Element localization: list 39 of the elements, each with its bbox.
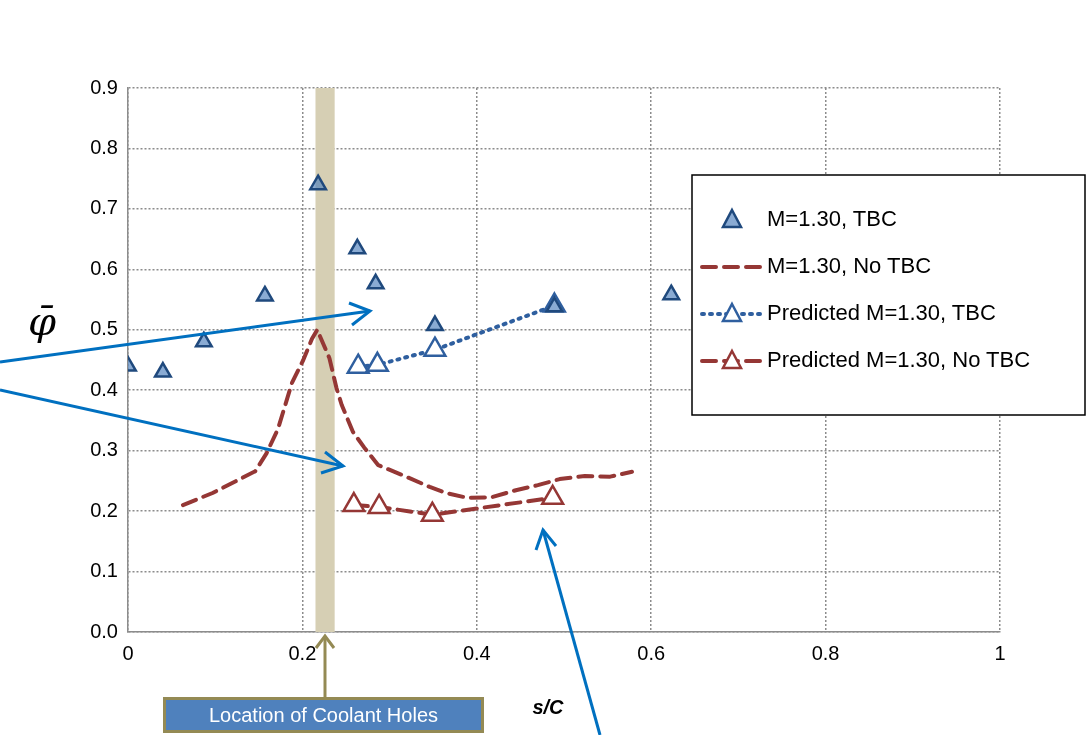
- x-tick-label: 0: [122, 641, 134, 664]
- point: [255, 285, 274, 302]
- y-axis-title: φ̄: [27, 298, 57, 345]
- point: [342, 491, 366, 513]
- legend-label: M=1.30, TBC: [767, 206, 897, 232]
- point: [194, 331, 213, 348]
- band-label: Location of Coolant Holes: [163, 697, 484, 733]
- point: [309, 174, 328, 191]
- x-tick-label: 1: [994, 641, 1006, 664]
- legend-label: M=1.30, No TBC: [767, 253, 932, 279]
- x-tick-label: 0.2: [288, 641, 317, 664]
- point: [423, 336, 447, 357]
- x-tick-label: 0.6: [637, 641, 666, 664]
- y-tick-label: 0.4: [90, 377, 118, 400]
- y-tick-label: 0.0: [90, 619, 118, 642]
- line-series: [180, 327, 635, 508]
- point: [365, 351, 390, 373]
- y-tick-label: 0.9: [90, 75, 118, 98]
- point: [662, 284, 681, 301]
- y-tick-label: 0.2: [90, 498, 118, 521]
- y-tick-label: 0.8: [90, 135, 118, 158]
- legend-label: Predicted M=1.30, No TBC: [767, 347, 1031, 373]
- point: [425, 315, 444, 332]
- legend-label: Predicted M=1.30, TBC: [767, 300, 996, 326]
- point: [367, 493, 391, 515]
- point: [346, 353, 370, 374]
- point: [348, 238, 367, 255]
- y-tick-label: 0.1: [90, 559, 118, 582]
- y-tick-label: 0.7: [90, 196, 118, 219]
- point: [420, 501, 444, 522]
- point: [366, 273, 385, 290]
- x-tick-label: 0.4: [462, 641, 491, 664]
- point: [541, 484, 565, 506]
- x-tick-label: 0.8: [811, 641, 840, 664]
- y-tick-label: 0.5: [90, 317, 118, 340]
- y-tick-label: 0.6: [90, 256, 118, 279]
- point: [153, 361, 172, 378]
- x-axis-title: s/C: [532, 695, 565, 718]
- y-tick-label: 0.3: [90, 438, 118, 461]
